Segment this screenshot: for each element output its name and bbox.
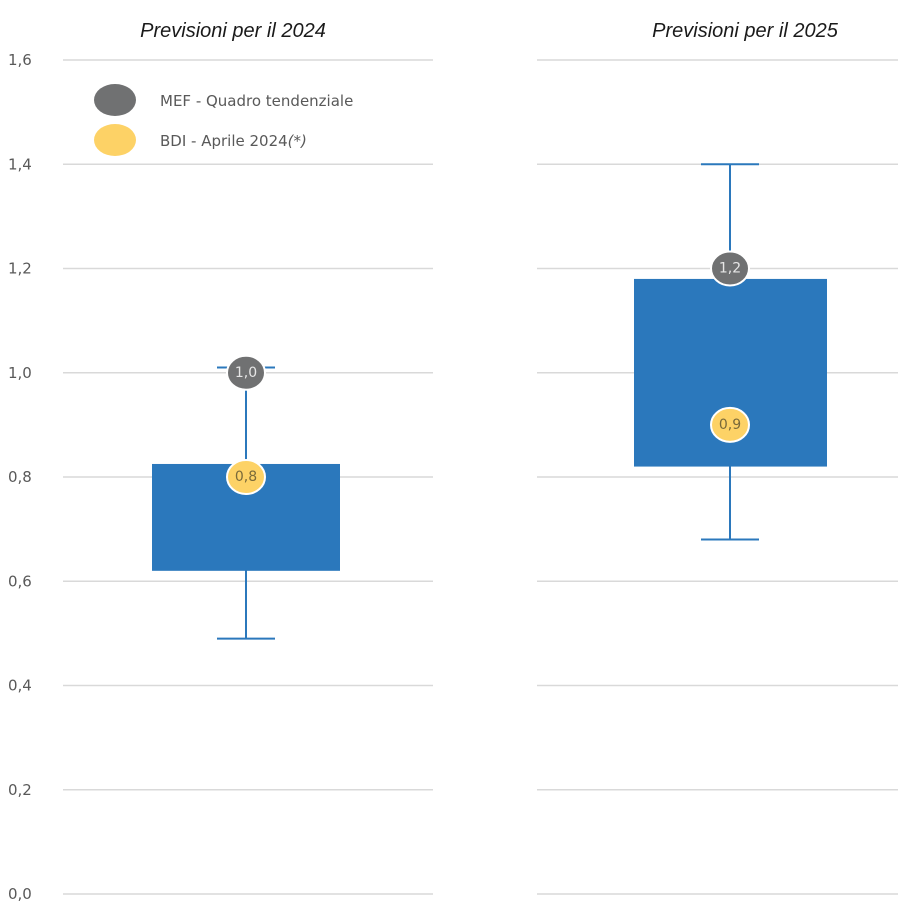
legend-mef-label: MEF - Quadro tendenziale [160, 92, 353, 110]
mef-marker [710, 250, 750, 287]
mef-value-label: 1,0 [235, 365, 257, 381]
y-tick-label: 1,4 [8, 155, 32, 173]
bdi-marker [226, 459, 266, 495]
bdi-value-label: 0,9 [719, 417, 741, 433]
y-tick-label: 0,6 [8, 572, 32, 590]
legend: MEF - Quadro tendenziale BDI - Aprile 20… [94, 84, 353, 156]
legend-mef-swatch [94, 84, 136, 116]
legend-bdi-swatch [94, 124, 136, 156]
y-tick-label: 0,8 [8, 468, 32, 486]
legend-bdi-note: (*) [288, 132, 307, 150]
panel-2: Previsioni per il 2025 1,2 0,9 [537, 20, 898, 895]
y-tick-label: 0,0 [8, 885, 32, 903]
y-tick-label: 0,4 [8, 677, 32, 695]
y-tick-label: 0,2 [8, 781, 32, 799]
mef-value-label: 1,2 [719, 261, 741, 277]
panel-title: Previsioni per il 2024 [140, 20, 326, 42]
legend-bdi-label: BDI - Aprile 2024(*) [160, 132, 307, 150]
legend-bdi-text: BDI - Aprile 2024 [160, 132, 288, 150]
mef-marker [226, 354, 266, 391]
bdi-marker [710, 406, 750, 443]
y-tick-label: 1,6 [8, 51, 32, 69]
y-tick-label: 1,0 [8, 364, 32, 382]
y-tick-label: 1,2 [8, 260, 32, 278]
bdi-value-label: 0,8 [235, 469, 257, 485]
y-axis-tick-labels: 0,0 0,2 0,4 0,6 0,8 1,0 1,2 1,4 1,6 [8, 51, 32, 903]
panel-title: Previsioni per il 2025 [652, 20, 839, 42]
panel-1: Previsioni per il 2024 1,0 0,8 [63, 20, 433, 895]
